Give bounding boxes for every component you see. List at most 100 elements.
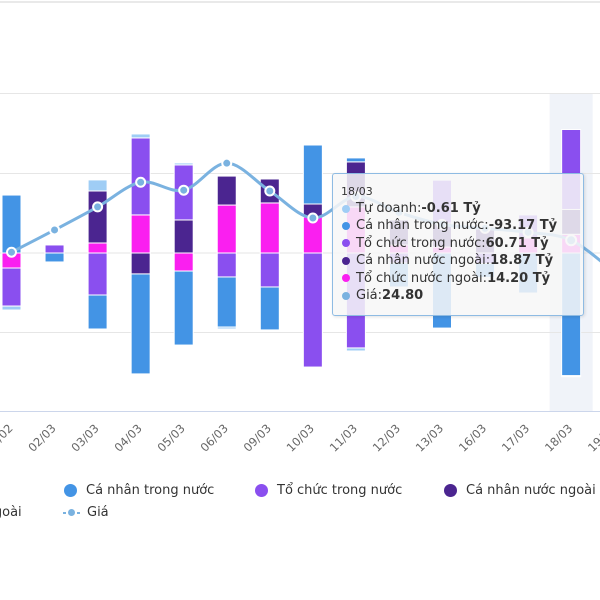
tooltip-value: 60.71 Tỷ: [485, 235, 549, 251]
tooltip-dot-icon: [342, 222, 350, 231]
bar-segment[interactable]: [259, 202, 280, 254]
tooltip-dot-icon: [342, 204, 350, 213]
tooltip-dot-icon: [342, 239, 350, 248]
bar-segment[interactable]: [130, 133, 151, 139]
bar-segment[interactable]: [173, 252, 194, 272]
tooltip-value: 18.87 Tỷ: [490, 253, 554, 269]
tooltip-row-ca-nhan-nuoc-ngoai: Cá nhân nước ngoài: 18.87 Tỷ: [333, 252, 583, 269]
tooltip-dot-icon: [342, 256, 350, 265]
price-marker[interactable]: [307, 212, 319, 224]
x-tick-label: 19/03: [585, 421, 600, 454]
tooltip-label: Cá nhân trong nước:: [356, 218, 489, 234]
bar-segment[interactable]: [87, 252, 108, 296]
price-marker[interactable]: [178, 184, 190, 196]
legend-circle-icon: [255, 483, 268, 497]
legend-item-to-chuc-trong-nuoc[interactable]: Tổ chức trong nước: [255, 481, 402, 499]
tooltip-row-to-chuc-trong-nuoc: Tổ chức trong nước: 60.71 Tỷ: [333, 235, 583, 252]
tooltip-row-to-chuc-nuoc-ngoai: Tổ chức nước ngoài: 14.20 Tỷ: [333, 270, 583, 287]
legend-line-marker-icon: [63, 506, 80, 519]
legend-line-dot: [68, 508, 75, 516]
x-tick-label: 16/03: [456, 421, 489, 454]
tooltip-label: Tổ chức trong nước:: [356, 235, 486, 251]
legend-item-ca-nhan-trong-nuoc[interactable]: Cá nhân trong nước: [64, 481, 214, 499]
x-tick-label: 11/03: [327, 421, 360, 454]
legend-label: Cá nhân trong nước: [86, 482, 215, 498]
legend-circle-icon: [444, 483, 457, 497]
tooltip-label: Tổ chức nước ngoài:: [356, 270, 488, 286]
bar-segment[interactable]: [561, 375, 582, 378]
bar-segment[interactable]: [302, 144, 323, 205]
price-marker[interactable]: [264, 185, 276, 197]
tooltip-dot-icon: [342, 274, 350, 283]
legend-line-segment: [63, 511, 66, 514]
x-tick-label: 04/03: [111, 421, 144, 454]
bar-segment[interactable]: [173, 219, 194, 254]
tooltip-value: -93.17 Tỷ: [488, 218, 558, 234]
bar-segment[interactable]: [1, 267, 22, 307]
x-tick-label: 18/03: [542, 421, 575, 454]
legend-label: Cá nhân nước ngoài: [466, 482, 596, 498]
bar-segment[interactable]: [44, 244, 65, 254]
tooltip-label: Tự doanh:: [356, 201, 422, 216]
tooltip-dot-icon: [342, 291, 350, 300]
x-tick-label: 13/03: [413, 421, 446, 454]
price-marker[interactable]: [49, 224, 61, 236]
bar-segment[interactable]: [87, 242, 108, 254]
bar-segment[interactable]: [259, 286, 280, 331]
legend-label: Tổ chức nước ngoài: [0, 504, 22, 520]
bar-segment[interactable]: [87, 294, 108, 330]
x-tick-label: 09/03: [241, 421, 274, 454]
x-tick-label: 02/03: [25, 421, 58, 454]
price-marker[interactable]: [221, 157, 233, 169]
bar-segment[interactable]: [87, 179, 108, 192]
tooltip-header: 18/03: [341, 185, 373, 198]
tooltip-row-gia: Giá: 24.80: [333, 287, 583, 304]
tooltip-row-ca-nhan-trong-nuoc: Cá nhân trong nước: -93.17 Tỷ: [333, 217, 583, 234]
bar-segment[interactable]: [345, 347, 366, 352]
tooltip-label: Giá:: [356, 287, 383, 303]
bar-segment[interactable]: [130, 137, 151, 216]
x-tick-label: /02: [0, 421, 16, 444]
bar-segment[interactable]: [130, 273, 151, 375]
price-marker[interactable]: [92, 201, 104, 213]
legend-line-segment: [77, 511, 80, 514]
legend-label: Tổ chức trong nước: [277, 482, 403, 498]
tooltip-rows: Tự doanh: -0.61 Tỷ Cá nhân trong nước: -…: [333, 200, 583, 304]
bar-segment[interactable]: [1, 305, 22, 311]
x-tick-label: 05/03: [154, 421, 187, 454]
bar-segment[interactable]: [130, 214, 151, 254]
tooltip-label: Cá nhân nước ngoài:: [356, 253, 491, 269]
x-tick-label: 10/03: [284, 421, 317, 454]
legend-circle-icon: [64, 483, 77, 497]
bar-segment[interactable]: [216, 276, 237, 328]
bar-segment[interactable]: [216, 252, 237, 278]
x-tick-label: 06/03: [198, 421, 231, 454]
legend-item-ca-nhan-nuoc-ngoai[interactable]: Cá nhân nước ngoài: [444, 481, 596, 499]
bar-segment[interactable]: [1, 194, 22, 254]
bar-segment[interactable]: [216, 326, 237, 330]
chart-tooltip: 18/03 Tự doanh: -0.61 Tỷ Cá nhân trong n…: [332, 173, 584, 316]
price-marker[interactable]: [135, 176, 147, 188]
bar-segment[interactable]: [216, 175, 237, 206]
x-tick-label: 12/03: [370, 421, 403, 454]
x-tick-label: 03/03: [68, 421, 101, 454]
tooltip-value: 14.20 Tỷ: [487, 270, 551, 286]
legend-item-gia[interactable]: Giá: [63, 503, 109, 521]
legend-label: Giá: [87, 504, 109, 520]
price-marker[interactable]: [6, 246, 17, 258]
legend-item-to-chuc-nuoc-ngoai[interactable]: Tổ chức nước ngoài: [0, 503, 22, 521]
bar-segment[interactable]: [173, 162, 194, 166]
x-tick-label: 17/03: [499, 421, 532, 454]
container-top-border: [0, 1, 600, 3]
bar-segment[interactable]: [345, 157, 366, 163]
tooltip-row-tu-doanh: Tự doanh: -0.61 Tỷ: [333, 200, 583, 217]
bar-segment[interactable]: [216, 204, 237, 254]
bar-segment[interactable]: [130, 252, 151, 275]
bar-segment[interactable]: [302, 252, 323, 368]
tooltip-value: 24.80: [382, 287, 424, 303]
bar-segment[interactable]: [259, 252, 280, 288]
bar-segment[interactable]: [44, 252, 65, 263]
tooltip-value: -0.61 Tỷ: [421, 201, 481, 216]
bar-segment[interactable]: [173, 270, 194, 346]
bar-segment[interactable]: [87, 190, 108, 244]
